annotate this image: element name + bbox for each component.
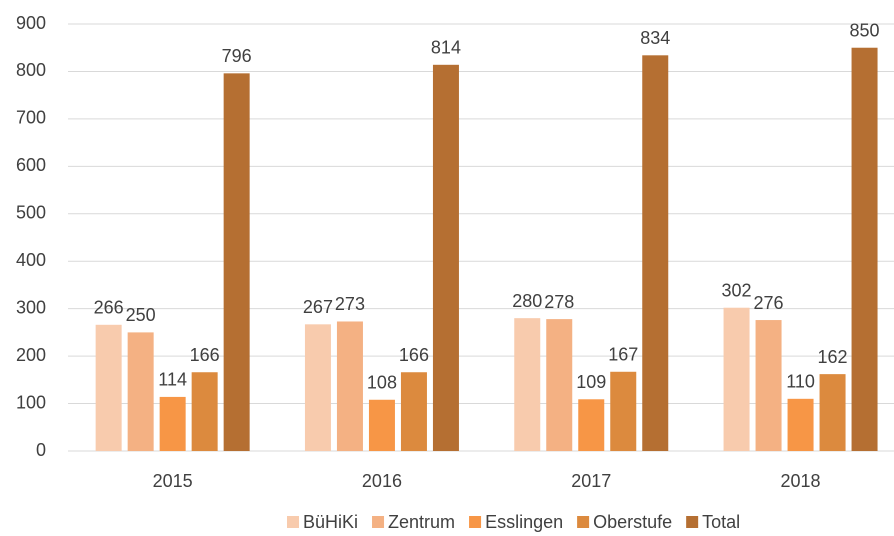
y-tick-label: 600: [16, 155, 46, 175]
bar: [191, 372, 218, 451]
y-tick-label: 0: [36, 440, 46, 460]
bar: [610, 371, 637, 451]
data-label: 278: [544, 292, 574, 312]
bar: [432, 64, 459, 452]
data-label: 302: [722, 280, 752, 300]
data-label: 166: [399, 345, 429, 365]
data-label: 850: [850, 20, 880, 40]
bar: [127, 332, 154, 451]
data-label: 266: [94, 298, 124, 318]
bar: [95, 324, 122, 451]
data-label: 834: [640, 28, 670, 48]
legend-label: Esslingen: [485, 512, 563, 532]
x-tick-label: 2015: [153, 471, 193, 491]
bar: [851, 47, 878, 451]
bar: [223, 73, 250, 451]
data-label: 250: [126, 305, 156, 325]
x-tick-label: 2016: [362, 471, 402, 491]
bar: [304, 324, 331, 451]
legend-swatch: [686, 516, 699, 528]
legend-label: Zentrum: [388, 512, 455, 532]
data-label: 276: [754, 293, 784, 313]
bar: [755, 320, 782, 451]
legend-swatch: [577, 516, 590, 528]
legend-swatch: [469, 516, 482, 528]
bar: [787, 398, 814, 451]
data-label: 162: [818, 347, 848, 367]
data-label: 280: [512, 291, 542, 311]
y-tick-label: 800: [16, 60, 46, 80]
data-label: 110: [786, 372, 815, 392]
bar: [642, 55, 669, 452]
data-label: 166: [190, 345, 220, 365]
y-tick-label: 300: [16, 297, 46, 317]
legend-swatch: [287, 516, 299, 528]
y-tick-label: 700: [16, 108, 46, 128]
data-label: 114: [158, 370, 187, 390]
data-label: 108: [367, 373, 397, 393]
y-tick-label: 100: [16, 392, 46, 412]
data-label: 796: [222, 46, 252, 66]
y-tick-label: 900: [16, 13, 46, 33]
bar: [368, 399, 395, 451]
bar: [578, 399, 605, 451]
y-tick-label: 500: [16, 203, 46, 223]
legend-label: Total: [702, 512, 740, 532]
x-tick-label: 2017: [571, 471, 611, 491]
bar: [514, 318, 541, 451]
bar: [400, 372, 427, 451]
bar: [546, 319, 573, 451]
x-tick-label: 2018: [781, 471, 821, 491]
legend-swatch: [372, 516, 385, 528]
legend-label: BüHiKi: [303, 512, 358, 532]
y-tick-label: 200: [16, 345, 46, 365]
bar: [159, 396, 186, 451]
data-label: 267: [303, 297, 333, 317]
bar: [723, 307, 750, 451]
legend-label: Oberstufe: [593, 512, 672, 532]
y-tick-label: 400: [16, 250, 46, 270]
bar: [336, 321, 363, 451]
data-label: 814: [431, 38, 461, 58]
data-label: 109: [576, 372, 606, 392]
data-label: 273: [335, 294, 365, 314]
data-label: 167: [608, 345, 638, 365]
bar: [819, 374, 846, 451]
